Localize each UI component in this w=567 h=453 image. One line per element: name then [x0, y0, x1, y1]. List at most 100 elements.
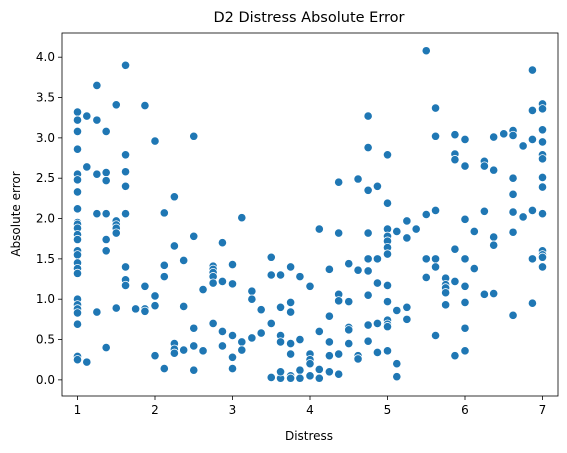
scatter-point [460, 134, 470, 145]
y-tick-label: 0.5 [36, 333, 55, 347]
x-tick-label: 7 [539, 403, 547, 417]
scatter-point [421, 272, 431, 283]
scatter-point [217, 276, 228, 287]
scatter-point [72, 107, 83, 117]
scatter-point [430, 262, 441, 272]
scatter-point [430, 131, 441, 141]
scatter-point [334, 177, 344, 187]
scatter-point [363, 142, 373, 153]
scatter-point [353, 265, 363, 275]
scatter-point [286, 338, 296, 349]
y-tick-label: 0.0 [36, 373, 55, 387]
y-tick-label: 4.0 [36, 50, 55, 64]
scatter-point [430, 205, 441, 216]
x-tick-label: 4 [306, 403, 314, 417]
scatter-point [101, 209, 111, 219]
scatter-point [363, 254, 373, 264]
scatter-point [237, 337, 247, 347]
scatter-point [372, 181, 383, 191]
scatter-point [324, 351, 334, 361]
scatter-point [430, 103, 441, 113]
scatter-point [441, 288, 451, 298]
scatter-point [411, 224, 421, 234]
scatter-point [159, 208, 169, 218]
scatter-point [72, 250, 83, 260]
plot-area-frame [61, 32, 559, 397]
scatter-point [392, 305, 402, 316]
scatter-point [402, 314, 412, 324]
scatter-point [179, 345, 189, 355]
scatter-point [305, 359, 315, 369]
scatter-point [402, 233, 412, 243]
scatter-point [189, 231, 199, 241]
scatter-point [460, 254, 470, 264]
scatter-point [286, 297, 296, 308]
scatter-point [421, 254, 431, 264]
scatter-point [169, 241, 179, 251]
scatter-point [266, 270, 276, 280]
scatter-point [275, 302, 286, 312]
y-tick-label: 3.0 [36, 131, 55, 145]
scatter-point [266, 252, 276, 262]
scatter-point [150, 291, 160, 301]
y-tick-label: 2.5 [36, 171, 55, 185]
scatter-point [101, 342, 111, 353]
scatter-point [159, 272, 169, 282]
scatter-point [72, 126, 83, 137]
scatter-point [363, 336, 373, 346]
x-tick-label: 6 [461, 403, 469, 417]
scatter-point [217, 326, 228, 337]
scatter-point [247, 286, 257, 296]
scatter-point [72, 144, 83, 154]
scatter-point [295, 373, 305, 383]
data-points [72, 46, 548, 383]
x-tick-label: 1 [74, 403, 82, 417]
scatter-point [92, 169, 102, 179]
scatter-point [344, 259, 354, 269]
scatter-point [111, 100, 121, 110]
scatter-point [179, 255, 189, 266]
scatter-point [450, 155, 460, 165]
scatter-point [441, 300, 451, 310]
scatter-point [382, 150, 393, 160]
scatter-point [227, 279, 238, 289]
scatter-point [363, 320, 373, 330]
scatter-point [508, 189, 518, 199]
scatter-point [334, 349, 344, 359]
scatter-point [295, 272, 305, 282]
scatter-point [189, 131, 199, 141]
scatter-point [72, 115, 83, 125]
scatter-point [101, 234, 111, 245]
scatter-point [237, 345, 247, 355]
scatter-point [82, 162, 92, 172]
scatter-point [363, 185, 373, 195]
y-tick-label: 2.0 [36, 212, 55, 226]
scatter-point [450, 130, 460, 140]
scatter-point [537, 252, 548, 262]
scatter-point [266, 318, 276, 328]
scatter-point [527, 134, 538, 145]
scatter-point [334, 228, 344, 238]
scatter-point [382, 322, 393, 332]
scatter-point [140, 306, 150, 316]
scatter-point [295, 334, 305, 345]
scatter-point [120, 60, 131, 70]
scatter-point [305, 371, 315, 381]
scatter-point [72, 204, 83, 214]
scatter-point [489, 232, 499, 242]
scatter-point [460, 346, 470, 356]
scatter-point [82, 111, 92, 121]
scatter-point [324, 367, 334, 377]
scatter-point [295, 365, 305, 375]
scatter-point [537, 125, 548, 135]
y-tick-label: 1.5 [36, 252, 55, 266]
scatter-point [508, 227, 518, 237]
scatter-point [489, 165, 499, 175]
scatter-point [353, 174, 363, 184]
scatter-point [382, 198, 393, 208]
scatter-point [189, 365, 199, 375]
scatter-point [527, 254, 538, 264]
scatter-point [140, 281, 150, 291]
scatter-point [169, 192, 179, 202]
scatter-point [256, 328, 266, 338]
